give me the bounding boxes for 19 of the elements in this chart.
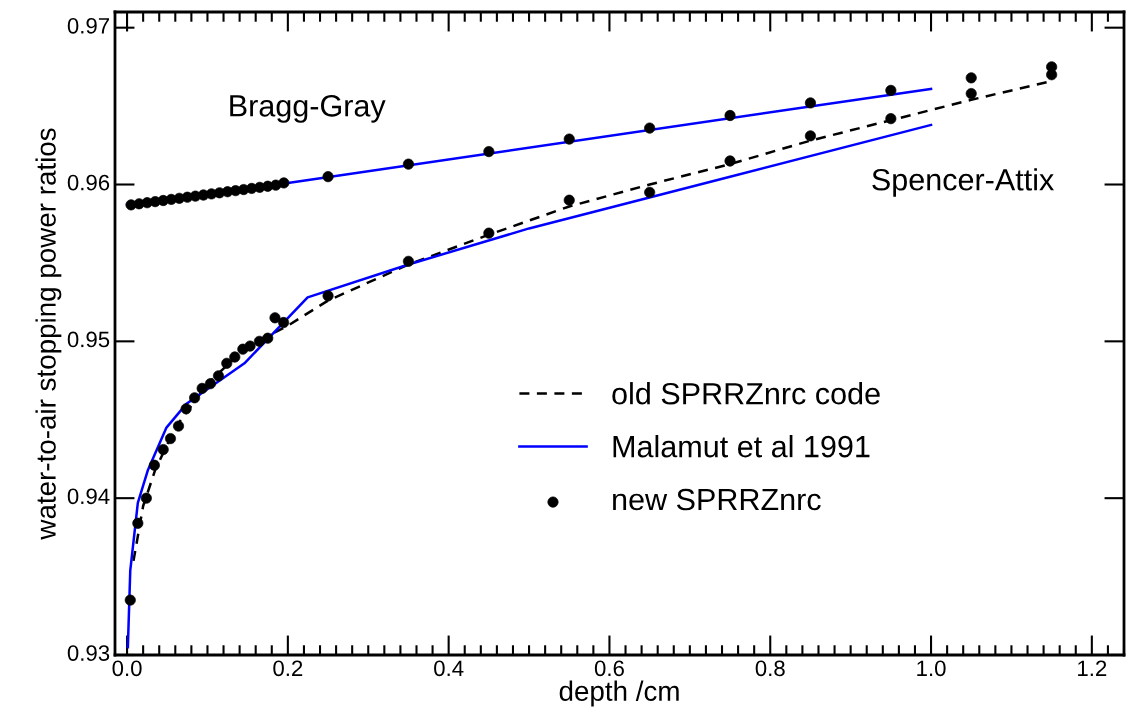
x-tick-label: 1.2 bbox=[1078, 660, 1107, 676]
y-axis-title: water-to-air stopping power ratios bbox=[35, 128, 62, 540]
y-tick-label: 0.93 bbox=[67, 645, 110, 661]
annotation: Bragg-Gray bbox=[230, 95, 386, 123]
legend-label: old SPRRZnrc code bbox=[612, 382, 880, 405]
x-tick-label: 1.0 bbox=[917, 660, 946, 677]
legend-label: Malamut et al 1991 bbox=[613, 435, 870, 458]
x-tick-label: 0.4 bbox=[434, 660, 464, 677]
x-axis-title: depth /cm bbox=[559, 680, 679, 707]
y-tick-label: 0.94 bbox=[67, 488, 110, 505]
y-tick-label: 0.95 bbox=[67, 331, 110, 348]
x-tick-label: 0.8 bbox=[755, 660, 785, 677]
x-tick-label: 0.0 bbox=[112, 660, 142, 677]
y-tick-label: 0.97 bbox=[67, 17, 110, 34]
annotation: Spencer-Attix bbox=[872, 168, 1054, 197]
x-tick-label: 0.2 bbox=[273, 660, 303, 677]
legend-label: new SPRRZnrc bbox=[613, 488, 821, 511]
x-tick-label: 0.6 bbox=[594, 660, 624, 677]
y-tick-label: 0.96 bbox=[67, 174, 110, 191]
